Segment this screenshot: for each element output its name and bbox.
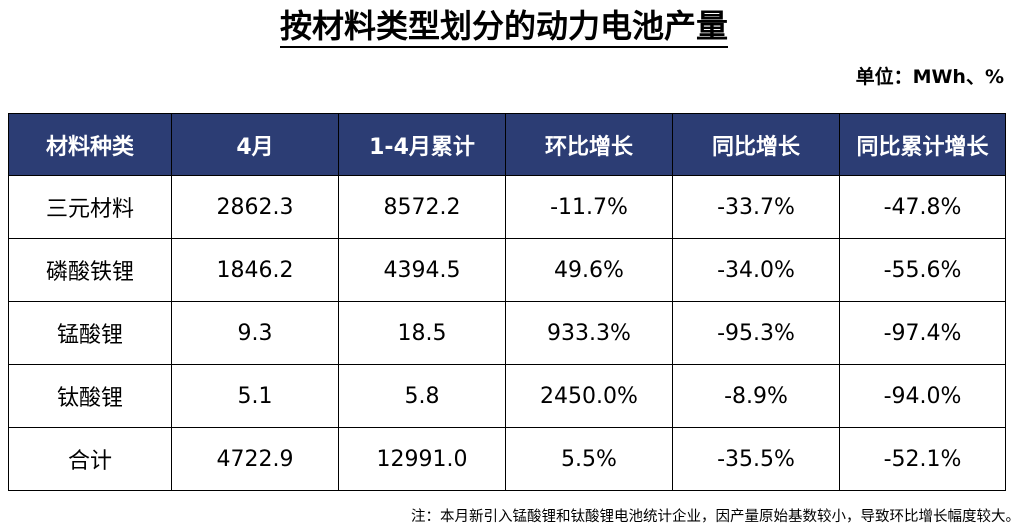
table-cell: 2450.0% [505,364,673,428]
table-row: 钛酸锂 5.1 5.8 2450.0% -8.9% -94.0% [8,364,1006,428]
table-cell: -8.9% [672,364,840,428]
table-cell: 4722.9 [171,427,339,491]
table-row: 锰酸锂 9.3 18.5 933.3% -95.3% -97.4% [8,301,1006,365]
table-cell: 933.3% [505,301,673,365]
production-table: 材料种类 4月 1-4月累计 环比增长 同比增长 同比累计增长 三元材料 286… [8,113,1006,491]
column-header-april: 4月 [171,113,339,176]
table-cell: 4394.5 [338,238,506,302]
table-cell: 三元材料 [8,175,172,239]
table-cell: -94.0% [839,364,1006,428]
table-cell: -33.7% [672,175,840,239]
table-row: 三元材料 2862.3 8572.2 -11.7% -33.7% -47.8% [8,175,1006,239]
table-cell: 8572.2 [338,175,506,239]
table-cell: 5.1 [171,364,339,428]
table-cell: 钛酸锂 [8,364,172,428]
table-cell: 12991.0 [338,427,506,491]
table-cell: -95.3% [672,301,840,365]
table-cell: 49.6% [505,238,673,302]
table-cell: 合计 [8,427,172,491]
table-cell: 18.5 [338,301,506,365]
table-cell: 锰酸锂 [8,301,172,365]
table-row: 磷酸铁锂 1846.2 4394.5 49.6% -34.0% -55.6% [8,238,1006,302]
column-header-material: 材料种类 [8,113,172,176]
table-header-row: 材料种类 4月 1-4月累计 环比增长 同比增长 同比累计增长 [8,113,1006,176]
column-header-yoy-cumulative-growth: 同比累计增长 [839,113,1006,176]
table-cell: 1846.2 [171,238,339,302]
table-cell: -47.8% [839,175,1006,239]
column-header-cumulative: 1-4月累计 [338,113,506,176]
table-cell: -52.1% [839,427,1006,491]
table-cell: -55.6% [839,238,1006,302]
column-header-mom-growth: 环比增长 [505,113,673,176]
table-cell: -97.4% [839,301,1006,365]
page-title: 按材料类型划分的动力电池产量 [0,6,1028,48]
table-cell: 5.8 [338,364,506,428]
table-cell: 2862.3 [171,175,339,239]
table-cell: 磷酸铁锂 [8,238,172,302]
table-cell: 9.3 [171,301,339,365]
table-cell: -34.0% [672,238,840,302]
footnote: 注：本月新引入锰酸锂和钛酸锂电池统计企业，因产量原始基数较小，导致环比增长幅度较… [411,509,1020,525]
table-cell: 5.5% [505,427,673,491]
unit-label: 单位：MWh、% [855,66,1004,88]
table-cell: -11.7% [505,175,673,239]
page-title-text: 按材料类型划分的动力电池产量 [279,7,728,48]
table-row-total: 合计 4722.9 12991.0 5.5% -35.5% -52.1% [8,427,1006,491]
column-header-yoy-growth: 同比增长 [672,113,840,176]
table-cell: -35.5% [672,427,840,491]
